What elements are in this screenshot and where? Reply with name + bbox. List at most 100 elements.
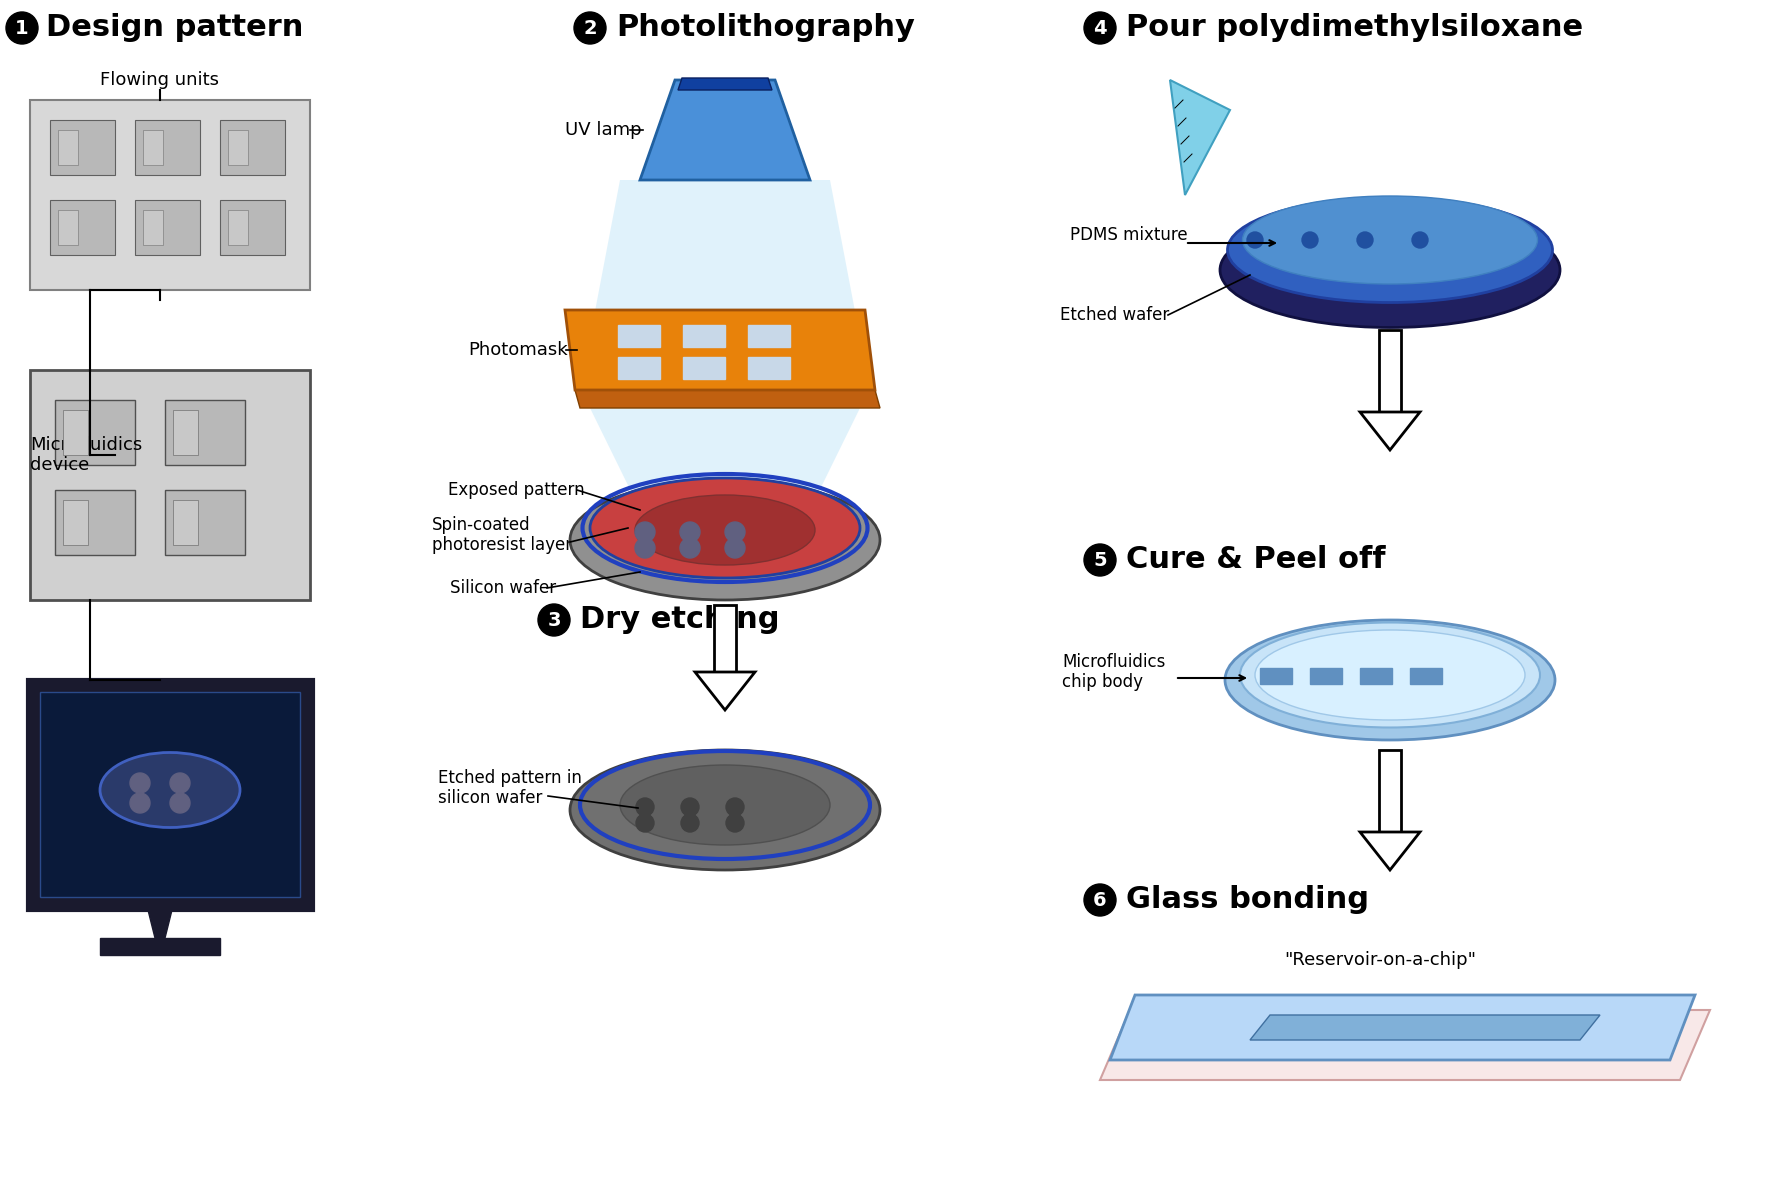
Circle shape <box>1303 232 1319 248</box>
Circle shape <box>681 814 699 832</box>
Circle shape <box>573 12 605 44</box>
Circle shape <box>170 793 189 814</box>
FancyBboxPatch shape <box>173 410 198 455</box>
Text: 5: 5 <box>1094 551 1106 569</box>
FancyBboxPatch shape <box>64 500 88 545</box>
Polygon shape <box>696 672 756 710</box>
Circle shape <box>726 538 745 558</box>
Circle shape <box>129 773 150 793</box>
Ellipse shape <box>635 495 814 565</box>
Text: Etched pattern in
silicon wafer: Etched pattern in silicon wafer <box>437 769 582 808</box>
Ellipse shape <box>1225 620 1556 740</box>
Ellipse shape <box>620 765 830 845</box>
Text: Photomask: Photomask <box>467 341 568 358</box>
Text: 3: 3 <box>547 611 561 630</box>
FancyBboxPatch shape <box>165 400 244 465</box>
Polygon shape <box>678 78 772 90</box>
Bar <box>683 357 726 378</box>
Polygon shape <box>1099 1010 1710 1080</box>
FancyBboxPatch shape <box>55 400 135 465</box>
Bar <box>1359 668 1391 684</box>
Ellipse shape <box>1243 196 1538 284</box>
Circle shape <box>1248 232 1264 248</box>
FancyBboxPatch shape <box>143 210 163 245</box>
Text: UV lamp: UV lamp <box>565 121 641 139</box>
Text: "Reservoir-on-a-chip": "Reservoir-on-a-chip" <box>1283 951 1476 969</box>
Circle shape <box>635 538 655 558</box>
FancyBboxPatch shape <box>28 680 313 910</box>
Circle shape <box>635 798 653 816</box>
FancyBboxPatch shape <box>135 120 200 174</box>
Circle shape <box>538 604 570 635</box>
FancyBboxPatch shape <box>41 692 299 897</box>
Polygon shape <box>581 180 871 390</box>
Circle shape <box>1358 232 1374 248</box>
Text: Etched wafer: Etched wafer <box>1060 307 1170 324</box>
Text: Design pattern: Design pattern <box>46 13 303 42</box>
Ellipse shape <box>1228 198 1552 303</box>
Polygon shape <box>1170 80 1230 195</box>
Text: PDMS mixture: PDMS mixture <box>1071 226 1188 244</box>
Text: Dry etching: Dry etching <box>581 606 779 634</box>
FancyBboxPatch shape <box>30 100 310 290</box>
Ellipse shape <box>1241 623 1540 727</box>
Text: Glass bonding: Glass bonding <box>1126 885 1368 915</box>
Bar <box>1310 668 1342 684</box>
FancyBboxPatch shape <box>50 200 115 255</box>
Bar <box>1260 668 1292 684</box>
Text: Photolithography: Photolithography <box>616 13 915 42</box>
Text: Pour polydimethylsiloxane: Pour polydimethylsiloxane <box>1126 13 1582 42</box>
Text: Flowing units: Flowing units <box>101 71 219 88</box>
Bar <box>683 325 726 347</box>
Circle shape <box>726 814 743 832</box>
Ellipse shape <box>570 480 880 600</box>
Text: 2: 2 <box>582 19 596 38</box>
Polygon shape <box>1250 1015 1600 1040</box>
Polygon shape <box>1359 411 1420 450</box>
Text: Exposed pattern: Exposed pattern <box>448 481 584 499</box>
FancyBboxPatch shape <box>135 200 200 255</box>
FancyBboxPatch shape <box>228 210 248 245</box>
FancyBboxPatch shape <box>219 120 285 174</box>
Bar <box>618 357 660 378</box>
Ellipse shape <box>589 477 860 578</box>
Text: Microfluidics
device: Microfluidics device <box>30 435 142 474</box>
FancyBboxPatch shape <box>64 410 88 455</box>
Ellipse shape <box>1220 212 1559 328</box>
Polygon shape <box>99 938 219 955</box>
FancyBboxPatch shape <box>1379 750 1402 832</box>
FancyBboxPatch shape <box>1379 330 1402 411</box>
Polygon shape <box>1110 995 1696 1060</box>
Circle shape <box>726 522 745 542</box>
Text: 1: 1 <box>16 19 28 38</box>
Circle shape <box>129 793 150 814</box>
FancyBboxPatch shape <box>165 490 244 555</box>
FancyBboxPatch shape <box>50 120 115 174</box>
Circle shape <box>1083 884 1117 916</box>
Polygon shape <box>589 408 860 531</box>
Text: Spin-coated
photoresist layer: Spin-coated photoresist layer <box>432 515 572 554</box>
Text: Silicon wafer: Silicon wafer <box>450 579 556 597</box>
Ellipse shape <box>99 752 241 828</box>
Circle shape <box>5 12 37 44</box>
FancyBboxPatch shape <box>58 130 78 165</box>
Text: Cure & Peel off: Cure & Peel off <box>1126 546 1386 574</box>
Circle shape <box>680 538 699 558</box>
Circle shape <box>1412 232 1428 248</box>
Text: 4: 4 <box>1094 19 1106 38</box>
Bar <box>749 325 789 347</box>
Polygon shape <box>565 310 874 390</box>
Ellipse shape <box>1255 630 1526 720</box>
Circle shape <box>1083 544 1117 577</box>
Ellipse shape <box>570 750 880 870</box>
FancyBboxPatch shape <box>30 370 310 600</box>
FancyBboxPatch shape <box>173 500 198 545</box>
Circle shape <box>680 522 699 542</box>
Circle shape <box>170 773 189 793</box>
FancyBboxPatch shape <box>228 130 248 165</box>
FancyBboxPatch shape <box>58 210 78 245</box>
FancyBboxPatch shape <box>219 200 285 255</box>
Polygon shape <box>575 390 880 408</box>
Bar <box>749 357 789 378</box>
FancyBboxPatch shape <box>713 605 736 672</box>
